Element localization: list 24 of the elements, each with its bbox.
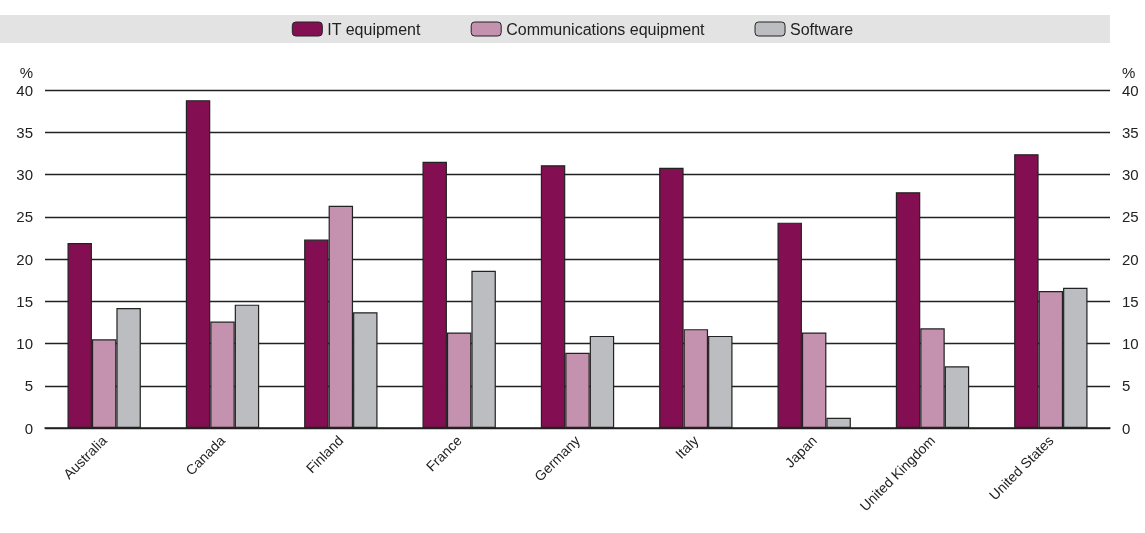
y2-axis-title: %: [1122, 64, 1136, 81]
y2-tick-label: 15: [1122, 292, 1139, 310]
legend-label: Communications equipment: [506, 20, 706, 38]
y2-tick-label: 35: [1122, 123, 1139, 141]
y-tick-label: 35: [16, 123, 33, 141]
y-axis-title: %: [19, 64, 33, 81]
y2-tick-label: 5: [1122, 377, 1131, 395]
y2-tick-label: 40: [1122, 81, 1139, 99]
y2-tick-label: 20: [1122, 250, 1139, 268]
legend-label: IT equipment: [327, 20, 421, 38]
y2-tick-label: 10: [1122, 335, 1139, 352]
y2-tick-label: 30: [1122, 166, 1139, 183]
y-tick-label: 5: [24, 377, 33, 395]
y2-tick-label: 0: [1122, 419, 1131, 437]
y-tick-label: 0: [24, 419, 33, 437]
y-tick-label: 15: [16, 292, 33, 310]
y-tick-label: 30: [16, 166, 33, 183]
x-tick-label: Italy: [672, 432, 702, 462]
y2-tick-label: 25: [1122, 208, 1139, 226]
legend-label: Software: [790, 20, 854, 38]
y-tick-label: 10: [16, 335, 33, 352]
y-tick-label: 20: [16, 250, 33, 268]
y-tick-label: 40: [16, 81, 33, 99]
y-tick-label: 25: [16, 208, 33, 226]
